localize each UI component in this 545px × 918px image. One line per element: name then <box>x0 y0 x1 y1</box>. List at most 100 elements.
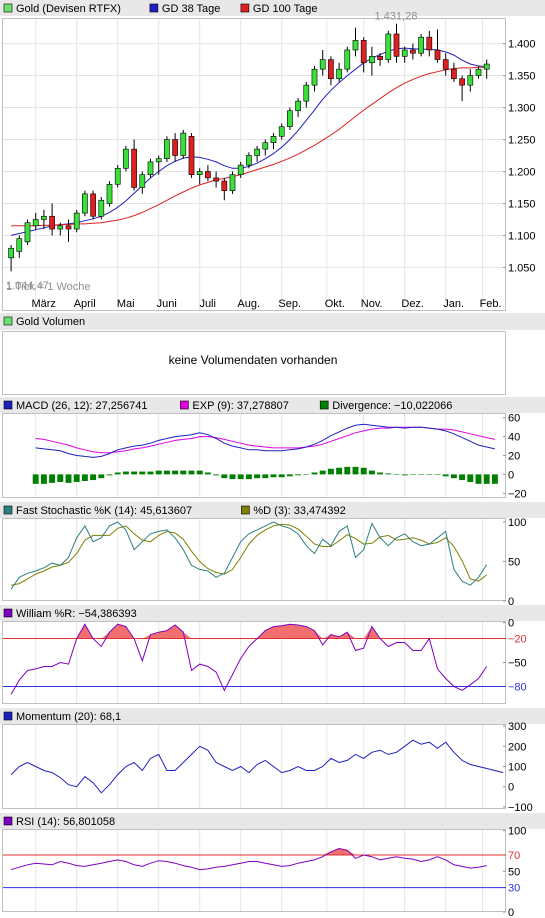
price-candle-up <box>24 222 31 243</box>
price-ytick-label: 1.350 <box>508 71 536 83</box>
price-candle-up <box>139 174 146 188</box>
macd-divergence-bar <box>467 474 474 482</box>
price-candle-up <box>114 167 121 185</box>
macd-divergence-bar <box>98 474 105 479</box>
stochastic-ytick-label: 100 <box>508 517 526 529</box>
price-xaxis-label: Mai <box>117 298 135 310</box>
macd-divergence-bar <box>393 474 400 475</box>
rsi-ytick-label: 0 <box>508 907 514 918</box>
volume-legend-label: Gold Volumen <box>16 316 85 328</box>
macd-divergence-bar <box>475 474 482 484</box>
macd-divergence-bar <box>336 467 343 475</box>
price-candle-up <box>352 40 359 51</box>
momentum-legend-swatch <box>3 711 13 721</box>
price-candle-up <box>475 68 482 76</box>
price-ytick-label: 1.100 <box>508 230 536 242</box>
stochastic-legend-label: %D (3): 33,474392 <box>253 505 345 517</box>
macd-divergence-bar <box>418 474 425 475</box>
williams-frame <box>2 621 506 704</box>
macd-divergence-bar <box>377 472 384 475</box>
rsi-ytick-label: 50 <box>508 866 520 878</box>
macd-legend-swatch <box>3 400 13 410</box>
price-candle-up <box>196 171 203 175</box>
price-candle-down <box>172 139 178 156</box>
price-candle-up <box>98 199 105 217</box>
stochastic-frame <box>2 518 506 601</box>
price-ytick-label: 1.200 <box>508 166 536 178</box>
macd-divergence-bar <box>262 474 269 479</box>
williams-ytick-label: 0 <box>508 618 514 630</box>
price-xaxis-label: Dez. <box>401 298 424 310</box>
price-xaxis-label: Feb. <box>480 298 502 310</box>
stochastic-k-line <box>10 521 488 590</box>
macd-legend-swatch <box>180 400 189 410</box>
momentum-ytick-label: 200 <box>508 741 526 753</box>
price-ytick-label: 1.050 <box>508 262 536 274</box>
price-legend-label: GD 100 Tage <box>253 3 318 15</box>
stochastic-ytick-label: 50 <box>508 556 520 568</box>
price-candle-up <box>32 219 39 227</box>
macd-divergence-bar <box>237 474 244 480</box>
rsi-ytick-label: 30 <box>508 883 520 895</box>
price-min-annotation: 1.044,47 <box>6 280 49 292</box>
momentum-frame <box>2 724 506 809</box>
price-candle-up <box>385 33 392 60</box>
macd-divergence-bar <box>286 474 293 477</box>
price-candle-up <box>344 49 351 70</box>
price-xaxis-label: Nov. <box>361 298 383 310</box>
price-candle-up <box>467 75 474 86</box>
macd-divergence-bar <box>139 471 146 475</box>
price-candle-up <box>123 148 129 169</box>
macd-divergence-bar <box>57 474 64 482</box>
price-candle-down <box>49 215 55 230</box>
volume-legend-swatch <box>3 316 13 326</box>
price-candle-down <box>451 68 457 80</box>
macd-divergence-bar <box>180 470 187 475</box>
momentum-ytick-label: −100 <box>508 802 533 814</box>
williams-ytick-label: −50 <box>508 658 527 670</box>
macd-divergence-bar <box>278 474 285 478</box>
macd-divergence-bar <box>409 474 416 475</box>
rsi-frame <box>2 829 506 912</box>
macd-ytick-label: 60 <box>508 413 520 425</box>
price-candle-down <box>442 59 449 70</box>
price-legend-bar <box>0 0 545 16</box>
price-candle-up <box>311 68 318 86</box>
price-candle-up <box>82 193 88 214</box>
volume-no-data-message: keine Volumendaten vorhanden <box>169 353 338 367</box>
momentum-ytick-label: 100 <box>508 762 526 774</box>
momentum-legend-label: Momentum (20): 68,1 <box>16 711 121 723</box>
price-ytick-label: 1.150 <box>508 198 536 210</box>
stochastic-legend-bar <box>0 502 545 518</box>
macd-divergence-bar <box>385 473 392 475</box>
rsi-ytick-label: 100 <box>508 826 526 838</box>
macd-divergence-bar <box>196 470 203 475</box>
price-candle-up <box>262 142 269 150</box>
momentum-ytick-label: 300 <box>508 721 526 733</box>
macd-divergence-bar <box>491 474 498 484</box>
price-candle-up <box>57 225 64 230</box>
price-candle-up <box>270 136 277 144</box>
macd-ytick-label: 20 <box>508 451 520 463</box>
macd-divergence-bar <box>327 468 334 475</box>
macd-divergence-bar <box>213 474 220 476</box>
macd-divergence-bar <box>188 470 195 475</box>
price-xaxis-label: Aug. <box>237 298 260 310</box>
macd-ytick-label: 0 <box>508 469 514 481</box>
price-xaxis-label: Sep. <box>278 298 301 310</box>
price-candle-up <box>483 63 490 70</box>
momentum-ytick-label: 0 <box>508 782 514 794</box>
rsi-legend-label: RSI (14): 56,801058 <box>16 816 115 828</box>
williams-ytick-label: −20 <box>508 634 527 646</box>
stochastic-ytick-label: 0 <box>508 596 514 608</box>
price-candle-up <box>106 183 113 204</box>
price-candle-down <box>434 49 441 60</box>
price-candle-up <box>164 139 170 159</box>
price-legend-swatch <box>240 3 250 13</box>
price-legend-label: Gold (Devisen RTFX) <box>16 3 121 15</box>
price-candle-up <box>155 158 162 163</box>
macd-legend-label: MACD (26, 12): 27,256741 <box>16 400 147 412</box>
macd-divergence-bar <box>163 470 170 475</box>
